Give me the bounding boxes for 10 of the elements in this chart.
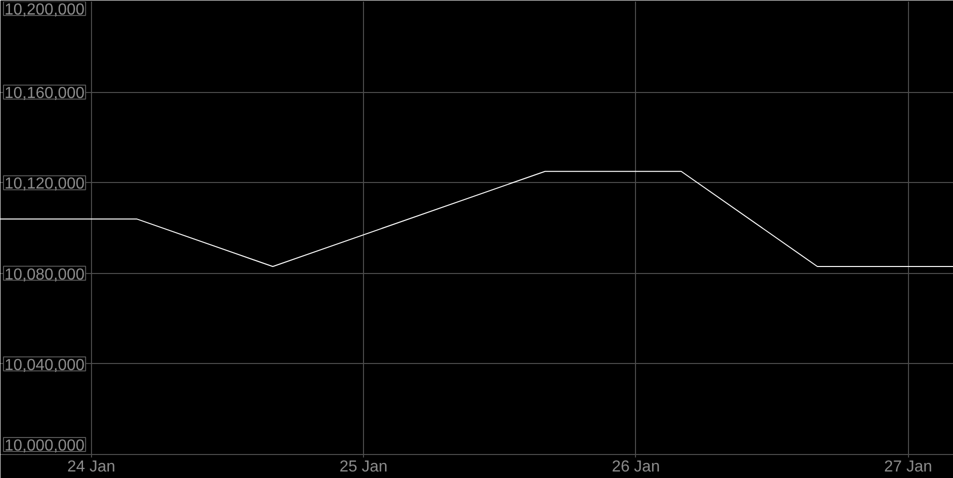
y-tick-label: 10,040,000: [4, 356, 85, 374]
y-tick-label: 10,120,000: [4, 176, 85, 193]
y-tick-label: 10,000,000: [4, 438, 85, 454]
y-tick-label: 10,200,000: [4, 2, 85, 18]
y-tick-label: 10,080,000: [4, 266, 85, 284]
x-tick-label: 26 Jan: [612, 458, 660, 476]
x-tick-label: 24 Jan: [67, 458, 116, 476]
x-tick-label: 27 Jan: [884, 458, 932, 476]
y-tick-label: 10,160,000: [4, 85, 85, 102]
x-tick-label: 25 Jan: [340, 458, 388, 476]
